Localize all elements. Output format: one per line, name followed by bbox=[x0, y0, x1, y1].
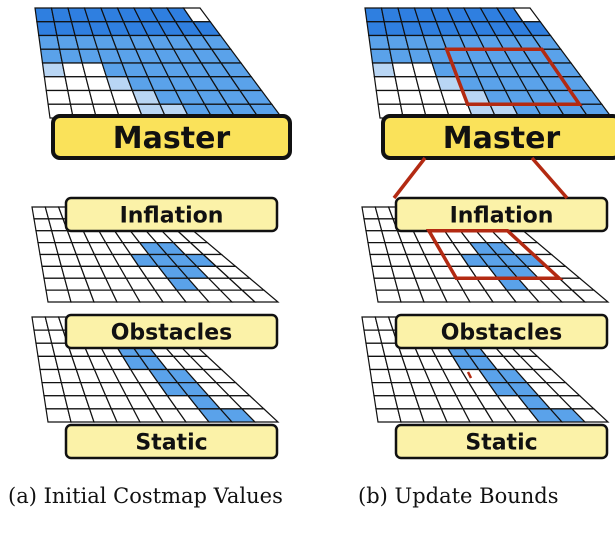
grid-cell bbox=[45, 289, 72, 303]
layer-label-box bbox=[64, 196, 279, 233]
inflation-layer-label: Inflation bbox=[394, 196, 609, 233]
grid-cell bbox=[375, 289, 402, 303]
layer-label-text: Obstacles bbox=[111, 321, 233, 346]
grid-cell bbox=[369, 48, 394, 64]
grid-cell bbox=[373, 395, 399, 410]
grid-cell bbox=[371, 382, 396, 397]
grid-cell bbox=[45, 408, 72, 423]
grid-cell bbox=[41, 62, 66, 78]
grid-cell bbox=[371, 265, 396, 279]
layer-label-text: Static bbox=[135, 431, 207, 456]
grid-cell bbox=[43, 395, 69, 410]
grid-cell bbox=[366, 21, 388, 37]
grid-cell bbox=[397, 89, 424, 105]
grid-cell bbox=[41, 265, 66, 279]
layer-label-text: Obstacles bbox=[441, 321, 563, 346]
grid-cell bbox=[45, 89, 72, 105]
obstacles-update-bounds bbox=[425, 229, 564, 280]
layer-label-box bbox=[394, 423, 609, 460]
layer-label-text: Static bbox=[465, 431, 537, 456]
panel-update-bounds: Master Static Obstacles Inflation bbox=[361, 7, 615, 460]
bounds-connector-right bbox=[530, 156, 569, 200]
grid-cell bbox=[41, 382, 66, 397]
master-layer-label: Master bbox=[51, 114, 292, 160]
master-costmap-grid bbox=[34, 7, 284, 119]
bounds-connector-left bbox=[392, 156, 427, 200]
grid-cell bbox=[373, 277, 399, 291]
layer-label-text: Master bbox=[113, 121, 231, 156]
caption-update-bounds: (b) Update Bounds bbox=[358, 484, 559, 508]
grid-cell bbox=[375, 408, 402, 423]
grid-cell bbox=[67, 89, 94, 105]
grid-cell bbox=[368, 34, 391, 50]
grid-cell bbox=[240, 289, 280, 303]
layer-label-box bbox=[64, 423, 279, 460]
grid-cell bbox=[570, 408, 610, 423]
layer-label-box bbox=[51, 114, 292, 160]
layer-label-box bbox=[394, 313, 609, 350]
grid-cell bbox=[43, 76, 69, 92]
obstacles-layer-label: Obstacles bbox=[64, 313, 279, 350]
master-update-bounds bbox=[444, 47, 583, 106]
layer-label-text: Inflation bbox=[450, 204, 554, 229]
grid-cell bbox=[570, 289, 610, 303]
layer-label-box bbox=[64, 313, 279, 350]
grid-cell bbox=[373, 76, 399, 92]
obstacles-layer-label: Obstacles bbox=[394, 313, 609, 350]
grid-cell bbox=[43, 277, 69, 291]
grid-cell bbox=[240, 408, 280, 423]
grid-cell bbox=[371, 62, 396, 78]
grid-cell bbox=[38, 34, 61, 50]
grid-cell bbox=[36, 21, 58, 37]
caption-initial-costmap-values: (a) Initial Costmap Values bbox=[8, 484, 283, 508]
grid-cell bbox=[375, 89, 402, 105]
grid-cell bbox=[39, 48, 64, 64]
layer-label-box bbox=[381, 114, 615, 160]
layer-label-text: Master bbox=[443, 121, 561, 156]
static-layer-label: Static bbox=[64, 423, 279, 460]
master-layer-label: Master bbox=[381, 114, 615, 160]
master-costmap-grid bbox=[364, 7, 614, 119]
layer-label-text: Inflation bbox=[120, 204, 224, 229]
static-layer-label: Static bbox=[394, 423, 609, 460]
static-update-bounds-mark bbox=[466, 371, 473, 379]
inflation-layer-label: Inflation bbox=[64, 196, 279, 233]
panel-initial-costmap-values: Master Static Obstacles Inflation bbox=[31, 7, 292, 460]
